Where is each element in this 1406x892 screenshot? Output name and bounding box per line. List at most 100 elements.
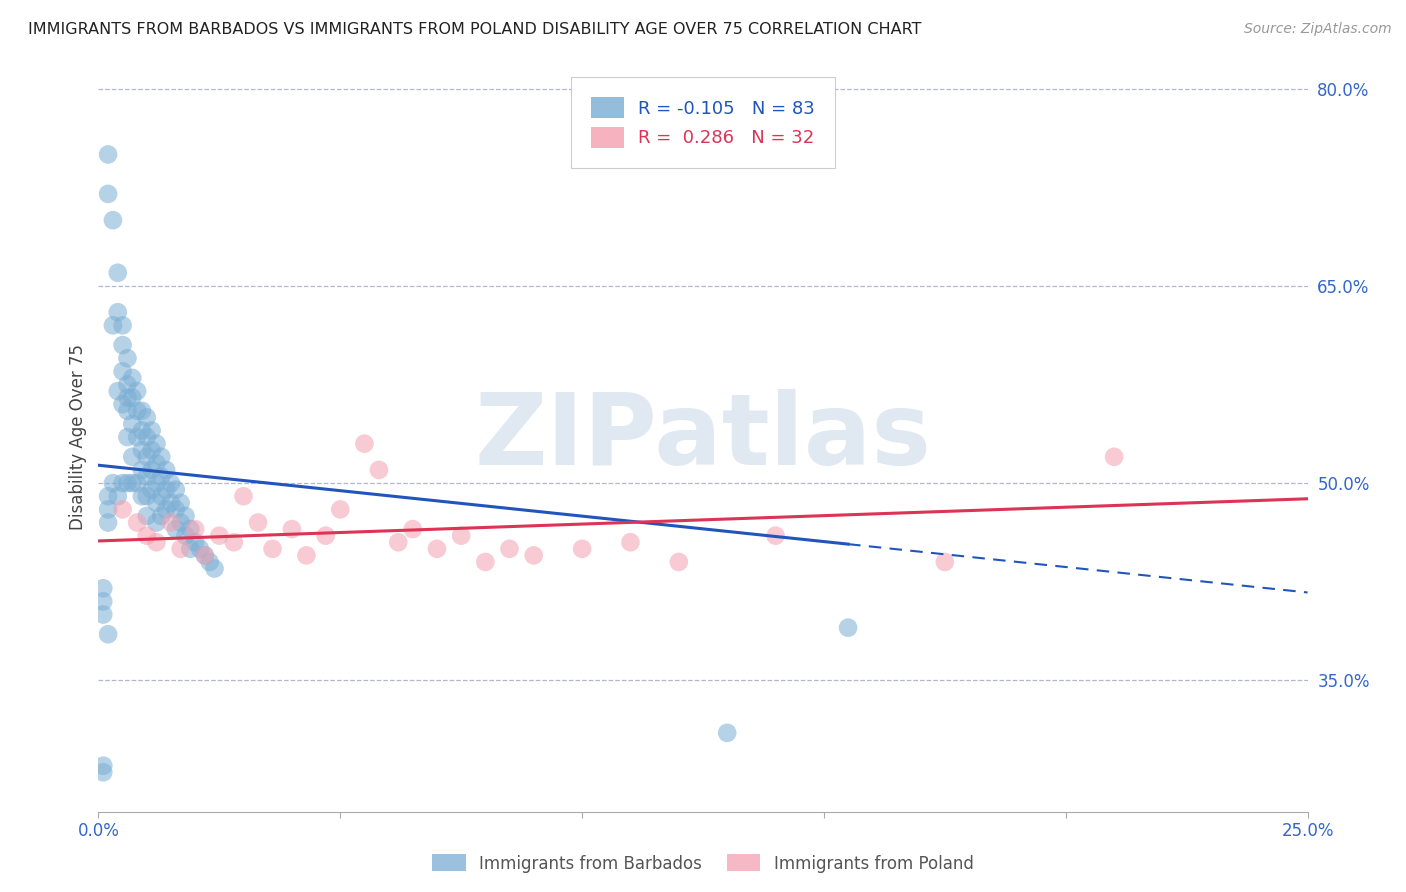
Point — [165, 502, 187, 516]
Point — [101, 476, 124, 491]
Point — [426, 541, 449, 556]
Point — [716, 726, 738, 740]
Point — [141, 443, 163, 458]
Point — [135, 508, 157, 523]
Point — [141, 424, 163, 438]
Point — [174, 508, 197, 523]
Point — [97, 516, 120, 530]
Point — [141, 483, 163, 497]
Point — [97, 502, 120, 516]
Point — [194, 549, 217, 563]
Legend: R = -0.105   N = 83, R =  0.286   N = 32: R = -0.105 N = 83, R = 0.286 N = 32 — [576, 83, 830, 162]
Point — [160, 476, 183, 491]
Point — [498, 541, 520, 556]
Point — [131, 404, 153, 418]
Point — [387, 535, 409, 549]
Point — [97, 186, 120, 201]
Point — [145, 535, 167, 549]
Point — [204, 561, 226, 575]
Point — [111, 502, 134, 516]
Point — [111, 397, 134, 411]
Point — [121, 476, 143, 491]
Point — [150, 489, 173, 503]
Point — [101, 318, 124, 333]
Point — [91, 765, 114, 780]
Point — [160, 516, 183, 530]
Point — [97, 627, 120, 641]
Point — [111, 476, 134, 491]
Point — [91, 594, 114, 608]
Point — [1102, 450, 1125, 464]
Point — [222, 535, 245, 549]
Point — [184, 522, 207, 536]
Point — [198, 555, 221, 569]
Point — [145, 476, 167, 491]
Point — [450, 529, 472, 543]
Point — [127, 430, 149, 444]
Point — [145, 456, 167, 470]
Point — [368, 463, 391, 477]
Point — [262, 541, 284, 556]
Point — [402, 522, 425, 536]
Point — [91, 581, 114, 595]
Point — [169, 541, 191, 556]
Point — [160, 496, 183, 510]
Point — [121, 371, 143, 385]
Point — [127, 384, 149, 398]
Point — [934, 555, 956, 569]
Point — [169, 516, 191, 530]
Point — [145, 496, 167, 510]
Point — [111, 338, 134, 352]
Point — [117, 391, 139, 405]
Point — [155, 483, 177, 497]
Point — [523, 549, 546, 563]
Point — [127, 516, 149, 530]
Point — [101, 213, 124, 227]
Point — [668, 555, 690, 569]
Point — [247, 516, 270, 530]
Point — [135, 450, 157, 464]
Point — [165, 522, 187, 536]
Point — [117, 404, 139, 418]
Point — [145, 516, 167, 530]
Y-axis label: Disability Age Over 75: Disability Age Over 75 — [69, 344, 87, 530]
Point — [329, 502, 352, 516]
Point — [353, 436, 375, 450]
Point — [131, 424, 153, 438]
Point — [571, 541, 593, 556]
Point — [131, 463, 153, 477]
Point — [121, 450, 143, 464]
Point — [619, 535, 641, 549]
Legend: Immigrants from Barbados, Immigrants from Poland: Immigrants from Barbados, Immigrants fro… — [426, 847, 980, 880]
Point — [295, 549, 318, 563]
Text: ZIPatlas: ZIPatlas — [475, 389, 931, 485]
Text: Source: ZipAtlas.com: Source: ZipAtlas.com — [1244, 22, 1392, 37]
Point — [127, 404, 149, 418]
Point — [127, 476, 149, 491]
Point — [179, 522, 201, 536]
Point — [155, 463, 177, 477]
Point — [131, 489, 153, 503]
Point — [107, 266, 129, 280]
Point — [121, 391, 143, 405]
Point — [179, 541, 201, 556]
Point — [97, 489, 120, 503]
Point — [194, 549, 217, 563]
Point — [281, 522, 304, 536]
Point — [135, 489, 157, 503]
Point — [315, 529, 337, 543]
Point — [765, 529, 787, 543]
Point — [155, 502, 177, 516]
Point — [135, 410, 157, 425]
Point — [135, 430, 157, 444]
Point — [111, 318, 134, 333]
Point — [174, 529, 197, 543]
Point — [169, 496, 191, 510]
Point — [107, 305, 129, 319]
Point — [117, 351, 139, 366]
Point — [107, 489, 129, 503]
Point — [91, 758, 114, 772]
Point — [135, 529, 157, 543]
Point — [141, 463, 163, 477]
Point — [208, 529, 231, 543]
